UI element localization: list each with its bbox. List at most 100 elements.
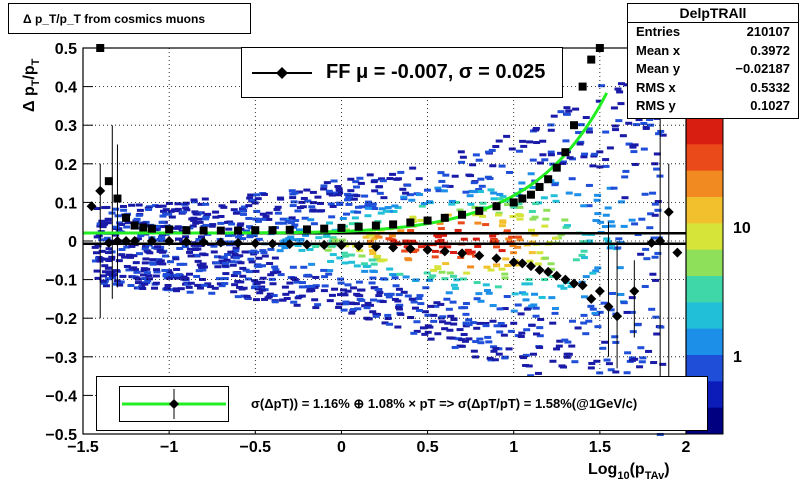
heatmap-cell xyxy=(363,306,371,310)
heatmap-cell xyxy=(390,209,398,213)
colorbar-tick-label: 1 xyxy=(733,349,742,366)
heatmap-cell xyxy=(103,236,111,240)
heatmap-cell xyxy=(651,213,659,217)
heatmap-cell xyxy=(179,210,187,214)
heatmap-cell xyxy=(493,324,501,328)
heatmap-cell xyxy=(523,307,531,311)
heatmap-cell xyxy=(467,265,475,269)
heatmap-cell xyxy=(123,245,131,249)
heatmap-cell xyxy=(350,197,358,201)
heatmap-cell xyxy=(156,247,164,251)
colorbar-segment xyxy=(686,223,723,251)
heatmap-cell xyxy=(532,306,540,310)
heatmap-cell xyxy=(503,295,511,299)
data-point-square xyxy=(458,210,467,219)
heatmap-cell xyxy=(465,318,473,322)
heatmap-cell xyxy=(192,212,200,216)
heatmap-cell xyxy=(166,260,174,264)
heatmap-cell xyxy=(377,259,385,263)
heatmap-cell xyxy=(516,217,524,221)
heatmap-cell xyxy=(397,312,405,316)
heatmap-cell xyxy=(438,270,446,274)
heatmap-cell xyxy=(287,290,295,294)
data-point-square xyxy=(492,202,501,211)
heatmap-cell xyxy=(552,199,560,203)
heatmap-cell xyxy=(312,275,320,279)
heatmap-cell xyxy=(195,237,203,241)
heatmap-cell xyxy=(534,371,542,375)
heatmap-cell xyxy=(389,172,397,176)
heatmap-cell xyxy=(593,198,601,202)
heatmap-cell xyxy=(416,294,424,298)
heatmap-cell xyxy=(421,332,429,336)
heatmap-cell xyxy=(468,250,476,254)
heatmap-cell xyxy=(587,304,595,308)
heatmap-cell xyxy=(586,239,594,243)
heatmap-cell xyxy=(165,269,173,273)
heatmap-cell xyxy=(395,287,403,291)
heatmap-cell xyxy=(228,240,236,244)
heatmap-cell xyxy=(172,209,180,213)
heatmap-cell xyxy=(551,236,559,240)
heatmap-cell xyxy=(265,217,273,221)
heatmap-cell xyxy=(276,249,284,253)
heatmap-cell xyxy=(366,303,374,307)
heatmap-cell xyxy=(467,202,475,206)
heatmap-cell xyxy=(195,217,203,221)
heatmap-cell xyxy=(159,214,167,218)
heatmap-cell xyxy=(557,151,565,155)
heatmap-cell xyxy=(653,332,661,336)
heatmap-cell xyxy=(550,114,558,118)
heatmap-cell xyxy=(532,202,540,206)
heatmap-cell xyxy=(494,285,502,289)
heatmap-cell xyxy=(577,123,585,127)
heatmap-cell xyxy=(185,272,193,276)
heatmap-cell xyxy=(489,234,497,238)
heatmap-cell xyxy=(415,193,423,197)
heatmap-cell xyxy=(151,286,159,290)
heatmap-cell xyxy=(432,304,440,308)
data-point-diamond xyxy=(586,293,597,304)
heatmap-cell xyxy=(446,184,454,188)
heatmap-cell xyxy=(382,209,390,213)
data-point-square xyxy=(216,226,225,235)
heatmap-cell xyxy=(623,310,631,314)
heatmap-cell xyxy=(115,227,123,231)
heatmap-cell xyxy=(621,196,629,200)
heatmap-cell xyxy=(362,235,370,239)
heatmap-cell xyxy=(308,288,316,292)
heatmap-cell xyxy=(358,288,366,292)
heatmap-cell xyxy=(101,270,109,274)
heatmap-cell xyxy=(451,286,459,290)
heatmap-cell xyxy=(186,250,194,254)
data-point-diamond xyxy=(250,238,261,249)
heatmap-cell xyxy=(528,209,536,213)
heatmap-cell xyxy=(239,266,247,270)
heatmap-cell xyxy=(102,284,110,288)
heatmap-cell xyxy=(492,145,500,149)
heatmap-cell xyxy=(404,294,412,298)
heatmap-cell xyxy=(457,150,465,154)
heatmap-cell xyxy=(585,183,593,187)
data-point-square xyxy=(389,220,398,229)
heatmap-cell xyxy=(408,297,416,301)
heatmap-cell xyxy=(444,321,452,325)
heatmap-cell xyxy=(601,340,609,344)
heatmap-cell xyxy=(520,144,528,148)
heatmap-cell xyxy=(337,277,345,281)
heatmap-cell xyxy=(565,109,573,113)
heatmap-cell xyxy=(139,273,147,277)
heatmap-cell xyxy=(130,254,138,258)
heatmap-cell xyxy=(334,185,342,189)
heatmap-cell xyxy=(628,358,636,362)
heatmap-cell xyxy=(278,298,286,302)
heatmap-cell xyxy=(246,234,254,238)
heatmap-cell xyxy=(456,208,464,212)
x-axis-title: Log10(pTAv) xyxy=(588,461,670,482)
heatmap-cell xyxy=(441,184,449,188)
heatmap-cell xyxy=(539,139,547,143)
heatmap-cell xyxy=(475,188,483,192)
heatmap-cell xyxy=(525,364,533,368)
heatmap-cell xyxy=(325,189,333,193)
heatmap-cell xyxy=(396,272,404,276)
